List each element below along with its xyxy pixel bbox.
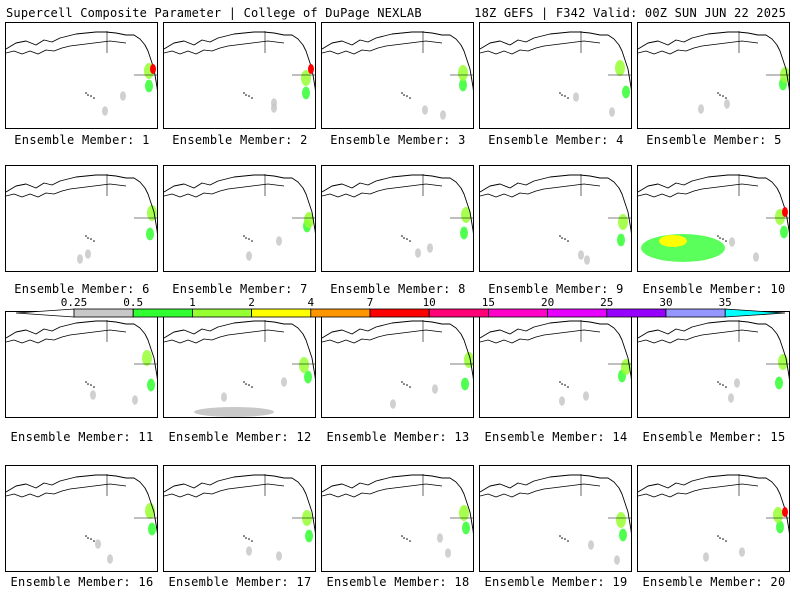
ensemble-member-label: Ensemble Member: 17 bbox=[168, 575, 312, 589]
ensemble-member-map-8 bbox=[321, 165, 474, 272]
basemap-2 bbox=[164, 31, 315, 113]
basemap-17 bbox=[164, 474, 315, 561]
ensemble-member-map-16 bbox=[5, 465, 158, 572]
ensemble-member-label: Ensemble Member: 8 bbox=[330, 282, 466, 296]
ensemble-member-label: Ensemble Member: 15 bbox=[642, 430, 786, 444]
ensemble-member-map-11 bbox=[5, 311, 158, 418]
ensemble-member-label: Ensemble Member: 20 bbox=[642, 575, 786, 589]
color-scale-segment bbox=[132, 308, 193, 318]
color-scale-segment bbox=[310, 308, 371, 318]
ensemble-member-label: Ensemble Member: 14 bbox=[484, 430, 628, 444]
ensemble-member-label: Ensemble Member: 16 bbox=[10, 575, 154, 589]
color-scale-tick-label: 10 bbox=[422, 296, 436, 309]
ensemble-member-label: Ensemble Member: 9 bbox=[488, 282, 624, 296]
basemap-11 bbox=[6, 320, 157, 405]
color-scale-tick-label: 1 bbox=[189, 296, 196, 309]
ensemble-member-label: Ensemble Member: 19 bbox=[484, 575, 628, 589]
ensemble-member-label: Ensemble Member: 11 bbox=[10, 430, 154, 444]
basemap-6 bbox=[6, 174, 157, 264]
basemap-16 bbox=[6, 474, 157, 564]
basemap-1 bbox=[6, 31, 157, 116]
ensemble-member-label: Ensemble Member: 13 bbox=[326, 430, 470, 444]
basemap-15 bbox=[638, 320, 789, 403]
color-scale-tick-label: 4 bbox=[307, 296, 315, 309]
color-scale-bar bbox=[15, 308, 786, 318]
color-scale-tick-label: 15 bbox=[481, 296, 496, 309]
color-scale-tick-label: 2 bbox=[248, 296, 255, 309]
color-scale-segment bbox=[251, 308, 312, 318]
basemap-7 bbox=[164, 174, 315, 261]
ensemble-member-label: Ensemble Member: 5 bbox=[646, 133, 782, 147]
ensemble-member-map-15 bbox=[637, 311, 790, 418]
basemap-12 bbox=[164, 320, 315, 417]
ensemble-member-label: Ensemble Member: 3 bbox=[330, 133, 466, 147]
color-scale-tick-label: 20 bbox=[540, 296, 555, 309]
ensemble-member-map-3 bbox=[321, 22, 474, 129]
color-scale-segment bbox=[428, 308, 489, 318]
basemap-8 bbox=[322, 174, 473, 258]
color-scale-segment bbox=[724, 308, 786, 318]
color-scale-tick-label: 0.5 bbox=[123, 296, 144, 309]
ensemble-member-map-9 bbox=[479, 165, 632, 272]
ensemble-member-map-12 bbox=[163, 311, 316, 418]
basemap-19 bbox=[480, 474, 631, 565]
ensemble-member-label: Ensemble Member: 7 bbox=[172, 282, 308, 296]
ensemble-member-label: Ensemble Member: 4 bbox=[488, 133, 624, 147]
ensemble-member-map-19 bbox=[479, 465, 632, 572]
map-title: Supercell Composite Parameter | College … bbox=[6, 6, 422, 20]
ensemble-member-label: Ensemble Member: 10 bbox=[642, 282, 786, 296]
ensemble-member-map-2 bbox=[163, 22, 316, 129]
basemap-14 bbox=[480, 320, 631, 406]
basemap-20 bbox=[638, 474, 789, 562]
ensemble-member-label: Ensemble Member: 18 bbox=[326, 575, 470, 589]
basemap-3 bbox=[322, 31, 473, 120]
basemap-9 bbox=[480, 174, 631, 265]
ensemble-member-map-14 bbox=[479, 311, 632, 418]
color-scale-segment bbox=[369, 308, 430, 318]
ensemble-member-label: Ensemble Member: 6 bbox=[14, 282, 150, 296]
color-scale-tick-label: 7 bbox=[366, 296, 374, 309]
basemap-10 bbox=[638, 174, 789, 262]
ensemble-member-label: Ensemble Member: 2 bbox=[172, 133, 308, 147]
ensemble-member-map-1 bbox=[5, 22, 158, 129]
ensemble-member-map-20 bbox=[637, 465, 790, 572]
ensemble-member-label: Ensemble Member: 1 bbox=[14, 133, 150, 147]
ensemble-member-map-18 bbox=[321, 465, 474, 572]
color-scale-tick-label: 0.25 bbox=[60, 296, 88, 309]
color-scale-tick-label: 25 bbox=[600, 296, 614, 309]
basemap-5 bbox=[638, 31, 789, 114]
color-scale-tick-label: 30 bbox=[659, 296, 673, 309]
color-scale-legend: 0.25 0.5 1 2 4 7 10 15 20 25 30 35 bbox=[0, 296, 800, 326]
color-scale-tick-label: 35 bbox=[718, 296, 732, 309]
basemap-18 bbox=[322, 474, 473, 558]
basemap-13 bbox=[322, 320, 473, 409]
color-scale-segment bbox=[547, 308, 608, 318]
ensemble-member-map-7 bbox=[163, 165, 316, 272]
ensemble-member-label: Ensemble Member: 12 bbox=[168, 430, 312, 444]
color-scale-segment bbox=[191, 308, 252, 318]
ensemble-member-map-13 bbox=[321, 311, 474, 418]
color-scale-segment bbox=[665, 308, 726, 318]
basemap-4 bbox=[480, 31, 631, 117]
color-scale-segment bbox=[73, 308, 134, 318]
color-scale-segment bbox=[487, 308, 548, 318]
ensemble-member-map-17 bbox=[163, 465, 316, 572]
model-run-info: 18Z GEFS | F342 Valid: 00Z SUN JUN 22 20… bbox=[474, 6, 786, 20]
color-scale-segment bbox=[15, 308, 75, 318]
ensemble-member-map-5 bbox=[637, 22, 790, 129]
ensemble-member-map-6 bbox=[5, 165, 158, 272]
color-scale-segment bbox=[606, 308, 667, 318]
ensemble-member-map-4 bbox=[479, 22, 632, 129]
ensemble-member-map-10 bbox=[637, 165, 790, 272]
